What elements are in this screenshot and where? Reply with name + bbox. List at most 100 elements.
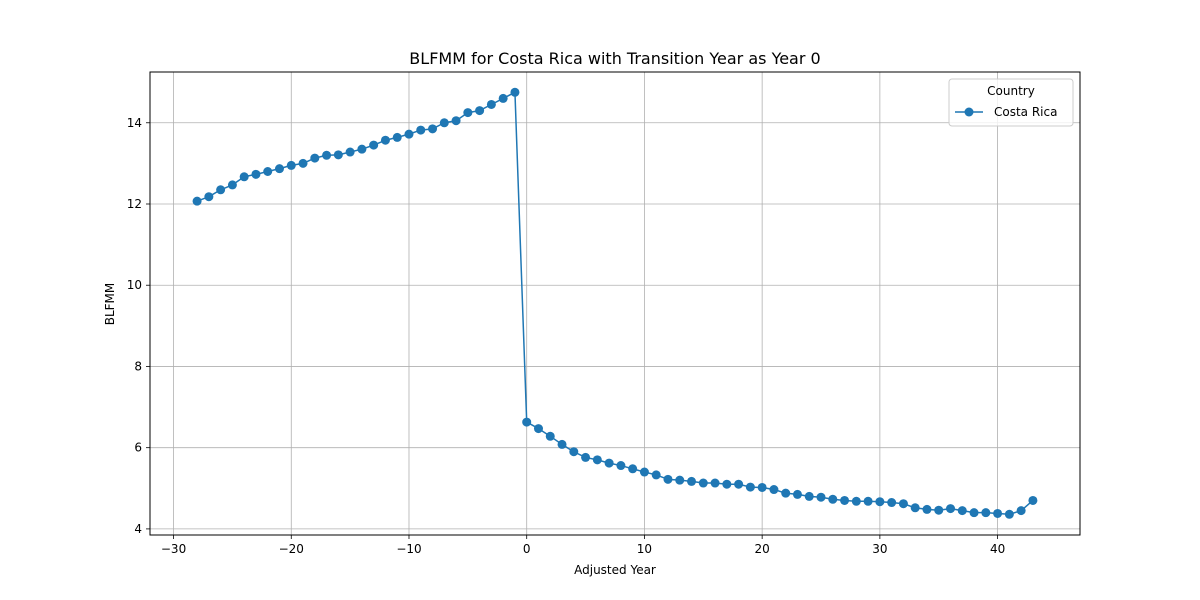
data-point (439, 118, 449, 128)
data-point (463, 108, 473, 118)
y-tick-label: 8 (134, 359, 142, 373)
data-point (522, 417, 532, 427)
data-point (451, 116, 461, 126)
data-point (486, 99, 496, 109)
data-point (581, 452, 591, 462)
data-point (510, 87, 520, 97)
data-point (687, 476, 697, 486)
data-point (816, 492, 826, 502)
data-point (545, 431, 555, 441)
x-tick-label: −20 (279, 542, 304, 556)
data-point (416, 125, 426, 135)
data-point (840, 495, 850, 505)
data-point (639, 467, 649, 477)
data-point (192, 196, 202, 206)
series-layer (192, 87, 1038, 519)
data-point (781, 488, 791, 498)
data-point (533, 424, 543, 434)
data-point (898, 499, 908, 509)
data-point (851, 496, 861, 506)
data-point (875, 497, 885, 507)
data-point (216, 185, 226, 195)
data-point (592, 455, 602, 465)
data-point (263, 167, 273, 176)
data-point (710, 478, 720, 488)
data-point (380, 135, 390, 145)
data-point (569, 447, 579, 457)
x-tick-label: 10 (637, 542, 652, 556)
y-tick-label: 4 (134, 522, 142, 536)
y-tick-label: 14 (127, 116, 142, 130)
data-point (887, 498, 897, 508)
x-axis-label: Adjusted Year (574, 563, 656, 577)
x-tick-label: 0 (523, 542, 531, 556)
data-point (227, 180, 237, 190)
data-point (274, 164, 284, 174)
legend-title: Country (987, 84, 1035, 98)
data-point (251, 169, 261, 179)
data-point (993, 508, 1003, 518)
data-point (981, 508, 991, 518)
data-point (734, 479, 744, 489)
x-tick-label: −30 (161, 542, 186, 556)
legend-marker-swatch (964, 107, 974, 117)
data-point (863, 496, 873, 506)
y-axis-label: BLFMM (103, 283, 117, 326)
data-point (604, 458, 614, 468)
data-point (1016, 506, 1026, 516)
data-point (757, 482, 767, 492)
data-point (616, 461, 626, 471)
data-point (1004, 509, 1014, 519)
data-point (663, 474, 673, 484)
data-point (239, 172, 249, 182)
data-point (286, 160, 296, 170)
y-tick-label: 12 (127, 197, 142, 211)
data-point (1028, 495, 1038, 505)
data-point (769, 485, 779, 495)
data-point (946, 504, 956, 514)
data-point (204, 192, 214, 202)
data-point (404, 129, 414, 139)
data-point (392, 132, 402, 142)
legend-box (948, 78, 1074, 127)
data-point (498, 93, 508, 103)
grid (150, 72, 1080, 535)
data-point (333, 150, 343, 160)
x-tick-label: 30 (872, 542, 887, 556)
y-tick-label: 6 (134, 441, 142, 455)
data-point (804, 491, 814, 501)
x-tick-label: 40 (990, 542, 1005, 556)
data-point (922, 504, 932, 514)
data-point (910, 503, 920, 513)
data-point (628, 464, 638, 474)
data-point (675, 475, 685, 485)
data-point (557, 439, 567, 449)
data-point (345, 147, 355, 157)
x-tick-label: −10 (396, 542, 421, 556)
data-point (698, 478, 708, 488)
data-point (310, 153, 320, 163)
data-point (745, 482, 755, 492)
y-axis: 4 6 8 10 12 14 (127, 116, 150, 536)
data-point (322, 150, 332, 160)
y-tick-label: 10 (127, 278, 142, 292)
chart-title: BLFMM for Costa Rica with Transition Yea… (409, 49, 820, 68)
data-point (298, 158, 308, 168)
data-point (357, 144, 367, 154)
data-point (651, 470, 661, 480)
legend-label-costa-rica: Costa Rica (994, 105, 1057, 119)
data-point (828, 494, 838, 504)
data-point (957, 506, 967, 516)
legend: Country Costa Rica (948, 78, 1074, 127)
data-point (792, 489, 802, 499)
data-point (428, 124, 438, 134)
plot-frame (149, 71, 1081, 536)
x-axis: −30 −20 −10 0 10 20 30 40 (161, 535, 1005, 556)
data-point (934, 505, 944, 515)
data-point (475, 106, 485, 116)
data-point (369, 140, 379, 150)
data-point (722, 479, 732, 489)
data-point (969, 508, 979, 518)
x-tick-label: 20 (755, 542, 770, 556)
